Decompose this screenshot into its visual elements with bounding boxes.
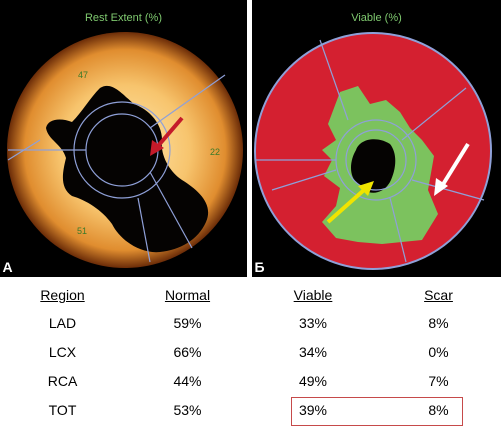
cell-viable: 49% bbox=[298, 372, 328, 389]
header-viable: Viable bbox=[293, 287, 333, 303]
viable-svg bbox=[254, 32, 492, 270]
red-arrow-icon bbox=[150, 116, 184, 156]
viable-polar-map: Viable (%) bbox=[252, 0, 501, 277]
cell-normal: 66% bbox=[173, 343, 202, 360]
segment-label-top: 47 bbox=[78, 70, 88, 80]
rest-extent-polar-map: 47 22 51 Rest Extent (%) bbox=[0, 0, 247, 277]
cell-normal: 44% bbox=[173, 372, 202, 389]
cell-scar: 8% bbox=[428, 314, 449, 331]
table-row: LAD 59% 33% 8% bbox=[0, 308, 501, 337]
panel-letter-b: Б bbox=[252, 259, 267, 276]
segment-label-bottom: 51 bbox=[77, 226, 87, 236]
cell-viable: 33% bbox=[298, 314, 328, 331]
segment-lines-b bbox=[255, 39, 485, 263]
table-row: LCX 66% 34% 0% bbox=[0, 337, 501, 366]
cell-region: RCA bbox=[47, 372, 78, 389]
table-row: TOT 53% 39% 8% bbox=[0, 395, 501, 424]
cell-region: LCX bbox=[48, 343, 77, 360]
yellow-arrow-icon bbox=[326, 181, 374, 224]
cell-region: LAD bbox=[48, 314, 77, 331]
white-arrow-icon bbox=[434, 142, 470, 196]
defect-region bbox=[46, 85, 209, 253]
cell-normal: 53% bbox=[173, 401, 202, 418]
table-header-row: Region Normal Viable Scar bbox=[0, 282, 501, 308]
cell-viable: 34% bbox=[298, 343, 328, 360]
cell-region: TOT bbox=[48, 401, 77, 418]
cell-scar: 7% bbox=[428, 372, 449, 389]
header-scar: Scar bbox=[424, 287, 453, 303]
header-region: Region bbox=[40, 287, 85, 303]
panel-letter-a: A bbox=[0, 259, 15, 276]
cell-viable: 39% bbox=[298, 401, 328, 418]
cell-normal: 59% bbox=[173, 314, 202, 331]
segment-label-right: 22 bbox=[210, 147, 220, 157]
viable-title: Viable (%) bbox=[351, 12, 402, 24]
rest-extent-title: Rest Extent (%) bbox=[84, 12, 163, 24]
cell-scar: 0% bbox=[428, 343, 449, 360]
table-row: RCA 44% 49% 7% bbox=[0, 366, 501, 395]
central-defect bbox=[351, 139, 396, 193]
region-table: Region Normal Viable Scar LAD 59% 33% 8%… bbox=[0, 282, 501, 424]
rest-extent-svg: 47 22 51 bbox=[7, 32, 243, 268]
header-normal: Normal bbox=[164, 287, 211, 303]
cell-scar: 8% bbox=[428, 401, 449, 418]
